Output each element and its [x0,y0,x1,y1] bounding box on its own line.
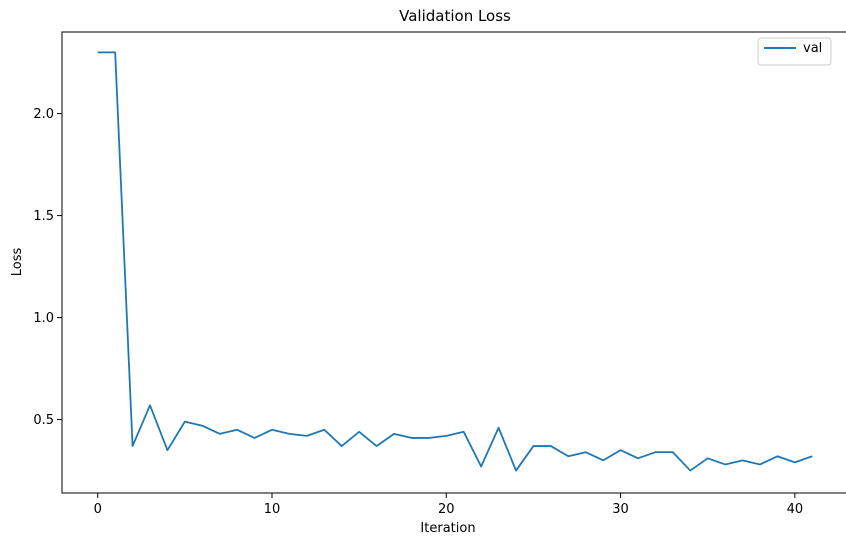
x-tick-label: 0 [94,502,102,517]
plot-area [61,31,846,494]
y-axis: 0.5 1.0 1.5 2.0 [33,107,62,428]
chart-title: Validation Loss [399,7,511,25]
x-tick-label: 30 [612,502,629,517]
y-tick-label: 1.0 [33,311,54,326]
y-axis-label: Loss [10,248,25,277]
x-axis: 0 10 20 30 40 [94,493,804,517]
x-axis-label: Iteration [420,521,475,536]
y-tick-label: 1.5 [33,209,54,224]
x-tick-label: 10 [264,502,281,517]
legend: val [757,37,832,66]
series-layer [97,51,813,472]
y-tick-label: 0.5 [33,413,54,428]
x-tick-label: 40 [787,502,804,517]
series-line-val [97,51,813,472]
legend-box [757,37,832,66]
x-tick-label: 20 [438,502,455,517]
legend-label-val: val [803,41,822,56]
y-tick-label: 2.0 [33,107,54,122]
